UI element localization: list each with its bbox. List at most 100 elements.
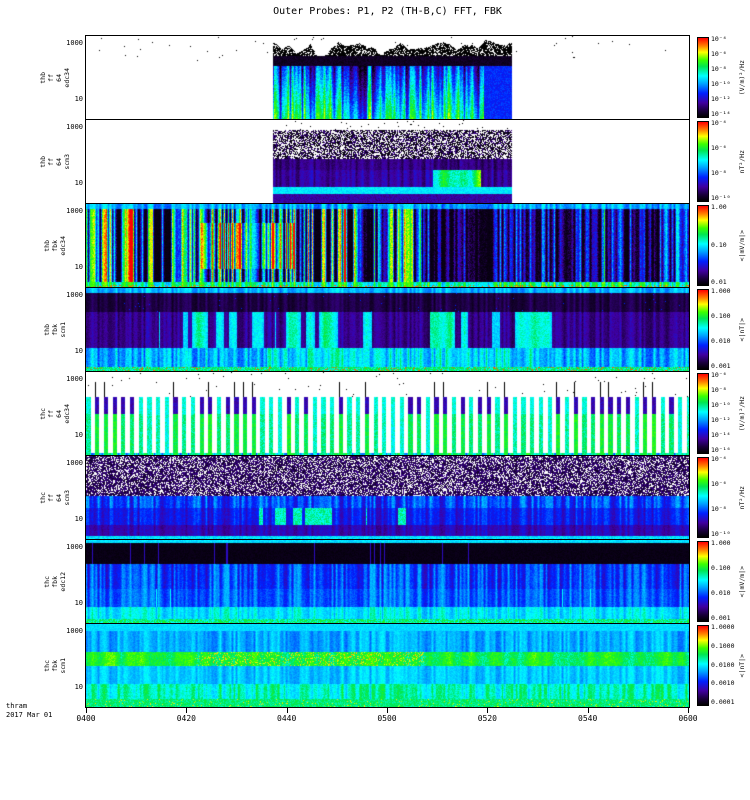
panel-label-line: thb: [39, 71, 47, 84]
panel-label-line: edc34: [63, 403, 71, 424]
colorbar-tick: 10⁻¹⁶: [711, 446, 731, 455]
panel-label-line: edc34: [59, 235, 67, 256]
x-axis-tick-label: 0520: [477, 714, 497, 723]
colorbar-tick: 10⁻¹⁴: [711, 431, 731, 440]
panel-label-line: 64: [55, 409, 63, 418]
panel-ytick: 1000: [66, 123, 83, 131]
panel-label-line: scm1: [59, 657, 67, 674]
x-axis-tick: [86, 708, 87, 713]
colorbar-unit-label: (V/m)²/Hz: [738, 59, 746, 96]
x-axis-tick: [186, 708, 188, 713]
x-axis-tick: [387, 708, 388, 713]
colorbar-tick: 10⁻¹⁰: [711, 80, 731, 89]
colorbar-tick: 1.000: [711, 286, 731, 295]
panel-ytick: 1000: [66, 291, 83, 299]
colorbar-tick: 10⁻⁶: [711, 49, 727, 58]
colorbar-tick: 0.100: [711, 311, 731, 320]
x-axis-tick-label: 0400: [76, 714, 96, 723]
panel-label-line: fbk: [51, 659, 59, 672]
panel-label-line: thb: [43, 323, 51, 336]
footer-program: thram: [6, 702, 28, 710]
panel-label-line: 64: [55, 493, 63, 502]
panel-left-label: thb fbk scm1: [38, 287, 72, 372]
panel-label-line: 64: [55, 157, 63, 166]
panel-label-line: scm3: [63, 489, 71, 506]
colorbar-tick: 0.100: [711, 563, 731, 572]
colorbar-tick: 10⁻⁸: [711, 385, 727, 394]
panel-ytick: 1000: [66, 39, 83, 47]
panel-ytick: 1000: [66, 627, 83, 635]
footer: thram 2017 Mar 01: [6, 702, 52, 720]
panel-label-line: edc34: [63, 67, 71, 88]
x-axis-tick: [487, 708, 489, 713]
colorbar-unit-wrap: (V/m)²/Hz: [736, 371, 748, 456]
x-axis-tick-label: 0600: [678, 714, 698, 723]
colorbar-tick: 0.0100: [711, 660, 735, 669]
panel-left-label: thb ff 64 scm3: [38, 119, 72, 204]
colorbar-tick: 0.001: [711, 614, 731, 623]
colorbar-unit-wrap: nT²/Hz: [736, 455, 748, 540]
colorbar-tick: 10⁻⁴: [711, 118, 727, 127]
spectrogram-panel-thc-ff-64-edc34: [85, 371, 690, 456]
x-axis-tick: [286, 708, 288, 713]
colorbar: [697, 205, 709, 286]
x-axis-tick: [688, 708, 689, 713]
colorbar-unit-label: <|nT|>: [738, 317, 746, 342]
spectrogram-panel-thb-fbk-scm1: [85, 287, 690, 372]
panel-ytick: 10: [74, 431, 83, 439]
colorbar-tick: 10⁻¹²: [711, 416, 731, 425]
panel-ytick: 10: [74, 179, 83, 187]
panel-canvas-thc-fbk-edc12: [86, 540, 689, 623]
x-axis-tick: [587, 708, 589, 713]
colorbar-tick: 0.10: [711, 240, 727, 249]
colorbar-tick: 10⁻⁸: [711, 169, 727, 178]
colorbar-tick: 10⁻⁴: [711, 34, 727, 43]
panel-ytick: 1000: [66, 375, 83, 383]
colorbar-tick: 10⁻¹⁰: [711, 400, 731, 409]
panel-ytick: 1000: [66, 543, 83, 551]
plot-title: Outer Probes: P1, P2 (TH-B,C) FFT, FBK: [273, 6, 502, 17]
panel-canvas-thc-ff-64-scm3: [86, 456, 689, 539]
panel-label-line: thc: [43, 659, 51, 672]
panel-left-label: thc ff 64 edc34: [38, 371, 72, 456]
panel-label-line: thb: [43, 239, 51, 252]
colorbar-tick: 10⁻¹²: [711, 95, 731, 104]
panel-label-line: thb: [39, 155, 47, 168]
panel-label-line: fbk: [51, 323, 59, 336]
colorbar-tick: 10⁻⁶: [711, 143, 727, 152]
colorbar-unit-wrap: <|nT|>: [736, 287, 748, 372]
x-axis-tick-label: 0500: [377, 714, 397, 723]
panel-ytick: 1000: [66, 459, 83, 467]
colorbar-tick: 10⁻⁶: [711, 370, 727, 379]
panel-label-line: scm1: [59, 321, 67, 338]
colorbar-unit-wrap: (V/m)²/Hz: [736, 35, 748, 120]
panel-ytick: 1000: [66, 207, 83, 215]
colorbar-tick: 10⁻¹⁴: [711, 110, 731, 119]
colorbar-tick: 0.1000: [711, 641, 735, 650]
x-axis-tick-label: 0540: [578, 714, 598, 723]
panel-label-line: thc: [39, 407, 47, 420]
spectrogram-panel-thb-ff-64-scm3: [85, 119, 690, 204]
colorbar-unit-label: (V/m)²/Hz: [738, 395, 746, 432]
colorbar-tick: 0.010: [711, 337, 731, 346]
panel-left-label: thc ff 64 scm3: [38, 455, 72, 540]
colorbar: [697, 625, 709, 706]
colorbar: [697, 457, 709, 538]
colorbar-tick: 0.0010: [711, 679, 735, 688]
panel-canvas-thc-ff-64-edc34: [86, 372, 689, 455]
x-axis-tick-label: 0440: [277, 714, 297, 723]
colorbar-tick: 1.000: [711, 538, 731, 547]
spectrogram-panel-thc-ff-64-scm3: [85, 455, 690, 540]
panel-canvas-thc-fbk-scm1: [86, 624, 689, 707]
colorbar-unit-label: nT²/Hz: [738, 149, 746, 174]
panel-canvas-thb-fbk-edc34: [86, 204, 689, 287]
colorbar-tick: 10⁻⁸: [711, 505, 727, 514]
colorbar-tick: 10⁻¹⁰: [711, 530, 731, 539]
panel-label-line: thc: [39, 491, 47, 504]
panel-ytick: 10: [74, 347, 83, 355]
spectrogram-panel-thb-ff-64-edc34: [85, 35, 690, 120]
colorbar-tick: 0.010: [711, 589, 731, 598]
colorbar-unit-wrap: <|mV/m|>: [736, 539, 748, 624]
colorbar-unit-wrap: nT²/Hz: [736, 119, 748, 204]
panel-label-line: scm3: [63, 153, 71, 170]
